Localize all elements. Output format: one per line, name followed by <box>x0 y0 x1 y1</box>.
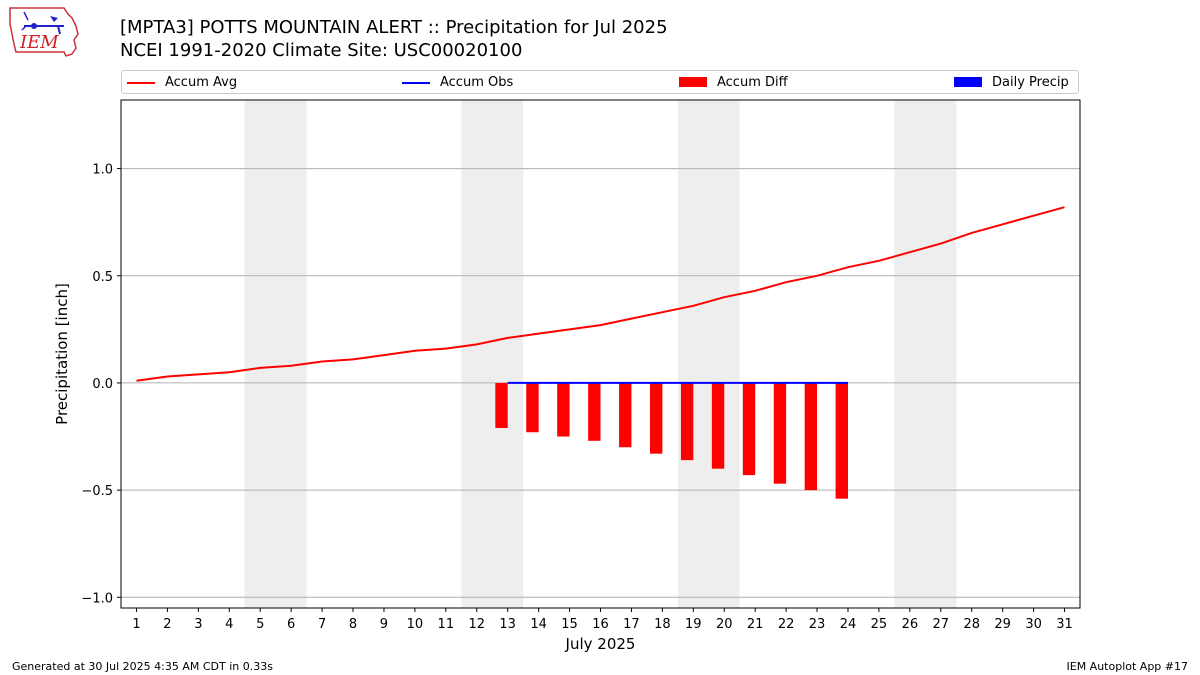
x-tick-label: 29 <box>994 617 1011 632</box>
chart-subtitle: NCEI 1991-2020 Climate Site: USC00020100 <box>120 40 523 61</box>
accum-diff-bar-22.8 <box>804 382 818 491</box>
x-tick-label: 24 <box>840 617 857 632</box>
x-axis-label: July 2025 <box>565 635 636 653</box>
y-tick-label: 1.0 <box>92 163 113 178</box>
chart-title: [MPTA3] POTTS MOUNTAIN ALERT :: Precipit… <box>120 17 668 38</box>
accum-diff-bar-18.8 <box>680 382 694 461</box>
weekend-band-1 <box>461 100 524 608</box>
y-tick-label: 0.0 <box>92 377 113 392</box>
legend-label-accum-obs: Accum Obs <box>440 75 514 90</box>
x-tick-label: 25 <box>871 617 888 632</box>
legend-label-daily-precip: Daily Precip <box>992 75 1069 90</box>
x-tick-label: 20 <box>716 617 733 632</box>
x-tick-label: 22 <box>778 617 795 632</box>
accum-diff-bar-20.8 <box>742 382 756 476</box>
x-tick-label: 30 <box>1025 617 1042 632</box>
x-tick-label: 21 <box>747 617 764 632</box>
x-tick-label: 6 <box>287 617 295 632</box>
legend: Accum Avg Accum Obs Accum Diff Daily Pre… <box>121 70 1079 94</box>
x-tick-label: 13 <box>499 617 516 632</box>
x-tick-label: 16 <box>592 617 609 632</box>
weekend-band-0 <box>244 100 307 608</box>
weekend-band-3 <box>894 100 957 608</box>
x-tick-label: 15 <box>561 617 578 632</box>
footer-app: IEM Autoplot App #17 <box>1066 660 1189 673</box>
accum-diff-bar-14.8 <box>557 382 570 437</box>
accum-diff-bar-16.8 <box>619 382 632 448</box>
iem-logo: IEM <box>6 4 82 64</box>
accum-diff-bar-19.8 <box>711 382 725 469</box>
x-tick-label: 10 <box>407 617 424 632</box>
legend-label-accum-avg: Accum Avg <box>165 75 238 90</box>
x-tick-label: 2 <box>163 617 171 632</box>
x-tick-label: 18 <box>654 617 671 632</box>
x-tick-label: 5 <box>256 617 264 632</box>
x-tick-label: 28 <box>963 617 980 632</box>
x-tick-label: 31 <box>1056 617 1073 632</box>
weekend-band-2 <box>677 100 740 608</box>
x-tick-label: 3 <box>194 617 202 632</box>
y-tick-label: −0.5 <box>81 484 113 499</box>
x-tick-label: 19 <box>685 617 702 632</box>
x-tick-label: 27 <box>933 617 950 632</box>
accum-diff-bar-21.8 <box>773 382 787 484</box>
x-tick-label: 8 <box>349 617 357 632</box>
accum-diff-bar-12.8 <box>495 382 508 428</box>
x-tick-label: 23 <box>809 617 826 632</box>
x-tick-label: 14 <box>530 617 547 632</box>
x-tick-label: 11 <box>438 617 455 632</box>
y-axis-label: Precipitation [inch] <box>53 283 71 425</box>
y-tick-label: −1.0 <box>81 591 113 606</box>
accum-diff-bar-15.8 <box>588 382 601 441</box>
x-tick-label: 7 <box>318 617 326 632</box>
legend-swatch-daily-precip <box>954 77 982 87</box>
accum-diff-bar-17.8 <box>649 382 663 454</box>
logo-text: IEM <box>19 32 59 53</box>
legend-swatch-accum-obs <box>402 82 430 84</box>
legend-label-accum-diff: Accum Diff <box>717 75 788 90</box>
x-tick-label: 1 <box>132 617 140 632</box>
accum-diff-bar-23.8 <box>835 382 848 499</box>
x-tick-label: 26 <box>902 617 919 632</box>
accum-avg-line <box>136 206 1065 382</box>
x-tick-label: 17 <box>623 617 640 632</box>
y-tick-label: 0.5 <box>92 270 113 285</box>
footer-generated: Generated at 30 Jul 2025 4:35 AM CDT in … <box>12 660 273 673</box>
legend-swatch-accum-avg <box>127 82 155 84</box>
legend-swatch-accum-diff <box>679 77 707 87</box>
x-tick-label: 12 <box>468 617 485 632</box>
accum-diff-bar-13.8 <box>526 382 539 433</box>
x-tick-label: 9 <box>380 617 388 632</box>
x-tick-label: 4 <box>225 617 233 632</box>
